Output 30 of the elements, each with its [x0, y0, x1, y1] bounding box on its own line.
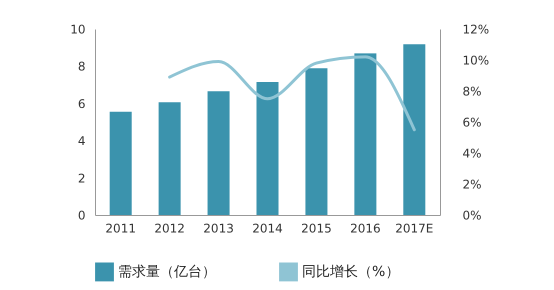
y-tick-label: 4 [78, 134, 86, 148]
y2-tick-label: 12% [462, 22, 490, 36]
legend-label: 同比增长（%） [302, 264, 400, 280]
y-tick-label: 6 [78, 96, 86, 111]
x-tick-label: 2014 [252, 222, 283, 236]
y2-tick-label: 2% [462, 178, 482, 192]
x-tick-label: 2013 [203, 222, 234, 236]
x-tick-label: 2012 [154, 222, 185, 236]
y-tick-label: 10 [70, 22, 86, 36]
y2-tick-label: 4% [462, 146, 482, 160]
bar [354, 53, 376, 215]
x-tick-label: 2017E [395, 222, 434, 236]
y-tick-label: 8 [78, 60, 86, 74]
x-tick-label: 2015 [301, 222, 332, 236]
bar [403, 44, 426, 215]
y2-tick-label: 10% [462, 54, 490, 68]
bar [208, 91, 230, 215]
legend-label: 需求量（亿台） [118, 264, 216, 280]
y2-tick-label: 0% [462, 208, 482, 222]
y-tick-label: 2 [78, 171, 86, 186]
bar [305, 68, 328, 215]
bar [256, 82, 279, 215]
y2-tick-label: 8% [462, 84, 482, 98]
y-tick-label: 0 [78, 208, 86, 222]
x-tick-label: 2016 [350, 222, 381, 236]
x-tick-label: 2011 [105, 222, 136, 236]
line-series [168, 55, 416, 132]
bar [110, 112, 132, 215]
y2-tick-label: 6% [462, 116, 482, 130]
bar [158, 102, 181, 215]
